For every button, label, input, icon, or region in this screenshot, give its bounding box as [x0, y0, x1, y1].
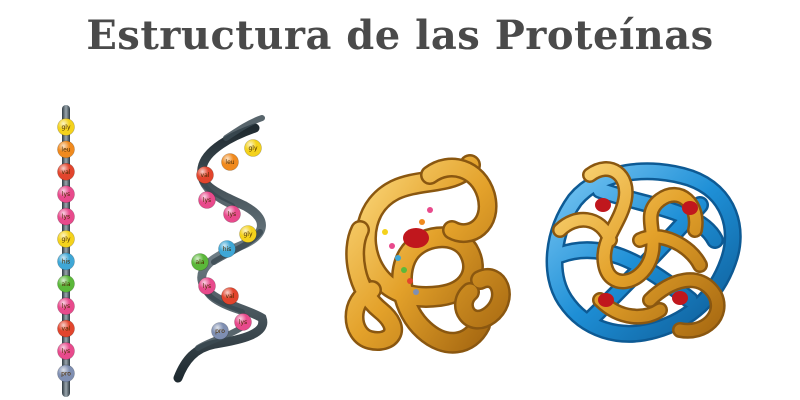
primary-bead-gly: gly [57, 230, 75, 248]
primary-bead-label: pro [61, 370, 71, 377]
heme-group-icon [595, 198, 611, 212]
secondary-bead-label: lys [228, 211, 236, 218]
secondary-bead-ala: ala [191, 253, 209, 271]
heme-group-icon [598, 293, 614, 307]
primary-bead-ala: ala [57, 274, 75, 293]
primary-structure: gly leu val lys lys gly his ala lys val lys pro [57, 105, 75, 397]
primary-bead-lys: lys [57, 342, 75, 360]
primary-bead-label: lys [62, 303, 70, 310]
secondary-bead-val: val [221, 287, 239, 305]
primary-bead-pro: pro [57, 364, 75, 383]
primary-bead-gly: gly [57, 118, 75, 136]
primary-bead-val: val [57, 163, 75, 181]
primary-bead-lys: lys [57, 297, 75, 316]
primary-bead-label: lys [62, 214, 70, 221]
page-title: Estructura de las Proteínas [86, 12, 714, 59]
secondary-bead-val: val [196, 166, 214, 184]
secondary-bead-label: gly [243, 231, 252, 238]
secondary-bead-leu: leu [221, 153, 239, 171]
tertiary-beads-icon [382, 207, 433, 295]
tertiary-structure-icon [344, 154, 511, 354]
primary-bead-val: val [57, 319, 75, 338]
primary-bead-lys: lys [57, 185, 75, 203]
quaternary-structure-icon [545, 161, 742, 343]
secondary-structure: gly leu val lys lys gly his ala lys val lys pro [173, 115, 268, 383]
secondary-bead-label: ala [195, 259, 204, 266]
secondary-bead-label: his [223, 246, 232, 253]
secondary-bead-gly: gly [239, 225, 257, 243]
primary-bead-label: lys [62, 348, 70, 355]
heme-group-icon [672, 291, 688, 305]
primary-bead-lys: lys [57, 207, 75, 226]
primary-bead-label: his [62, 258, 71, 265]
secondary-bead-his: his [218, 240, 236, 258]
primary-bead-label: gly [61, 124, 70, 131]
secondary-bead-label: val [201, 172, 210, 179]
secondary-bead-label: lys [203, 197, 211, 204]
primary-bead-label: gly [61, 236, 70, 243]
secondary-bead-label: pro [215, 328, 225, 335]
primary-bead-label: leu [61, 146, 70, 153]
secondary-bead-gly: gly [244, 139, 262, 157]
secondary-bead-lys: lys [223, 205, 241, 223]
secondary-bead-lys: lys [234, 313, 252, 331]
primary-bead-label: ala [61, 281, 70, 288]
secondary-bead-lys: lys [198, 191, 216, 209]
primary-bead-his: his [57, 252, 75, 271]
secondary-bead-label: gly [248, 145, 257, 152]
helix-ribbon-front [195, 115, 265, 351]
heme-group-icon [403, 228, 429, 248]
secondary-bead-label: leu [225, 159, 234, 166]
secondary-bead-label: lys [203, 283, 211, 290]
heme-group-icon [682, 201, 698, 215]
secondary-bead-label: val [226, 293, 235, 300]
secondary-beads: gly leu val lys lys gly his ala lys val lys pro [191, 139, 262, 340]
secondary-bead-pro: pro [211, 322, 229, 340]
primary-bead-label: lys [62, 191, 70, 198]
primary-bead-label: val [62, 169, 71, 176]
primary-bead-leu: leu [57, 140, 75, 159]
primary-bead-label: val [62, 326, 71, 333]
secondary-bead-lys: lys [198, 277, 216, 295]
secondary-bead-label: lys [239, 319, 247, 326]
primary-beads: gly leu val lys lys gly his ala lys val lys pro [57, 118, 75, 383]
